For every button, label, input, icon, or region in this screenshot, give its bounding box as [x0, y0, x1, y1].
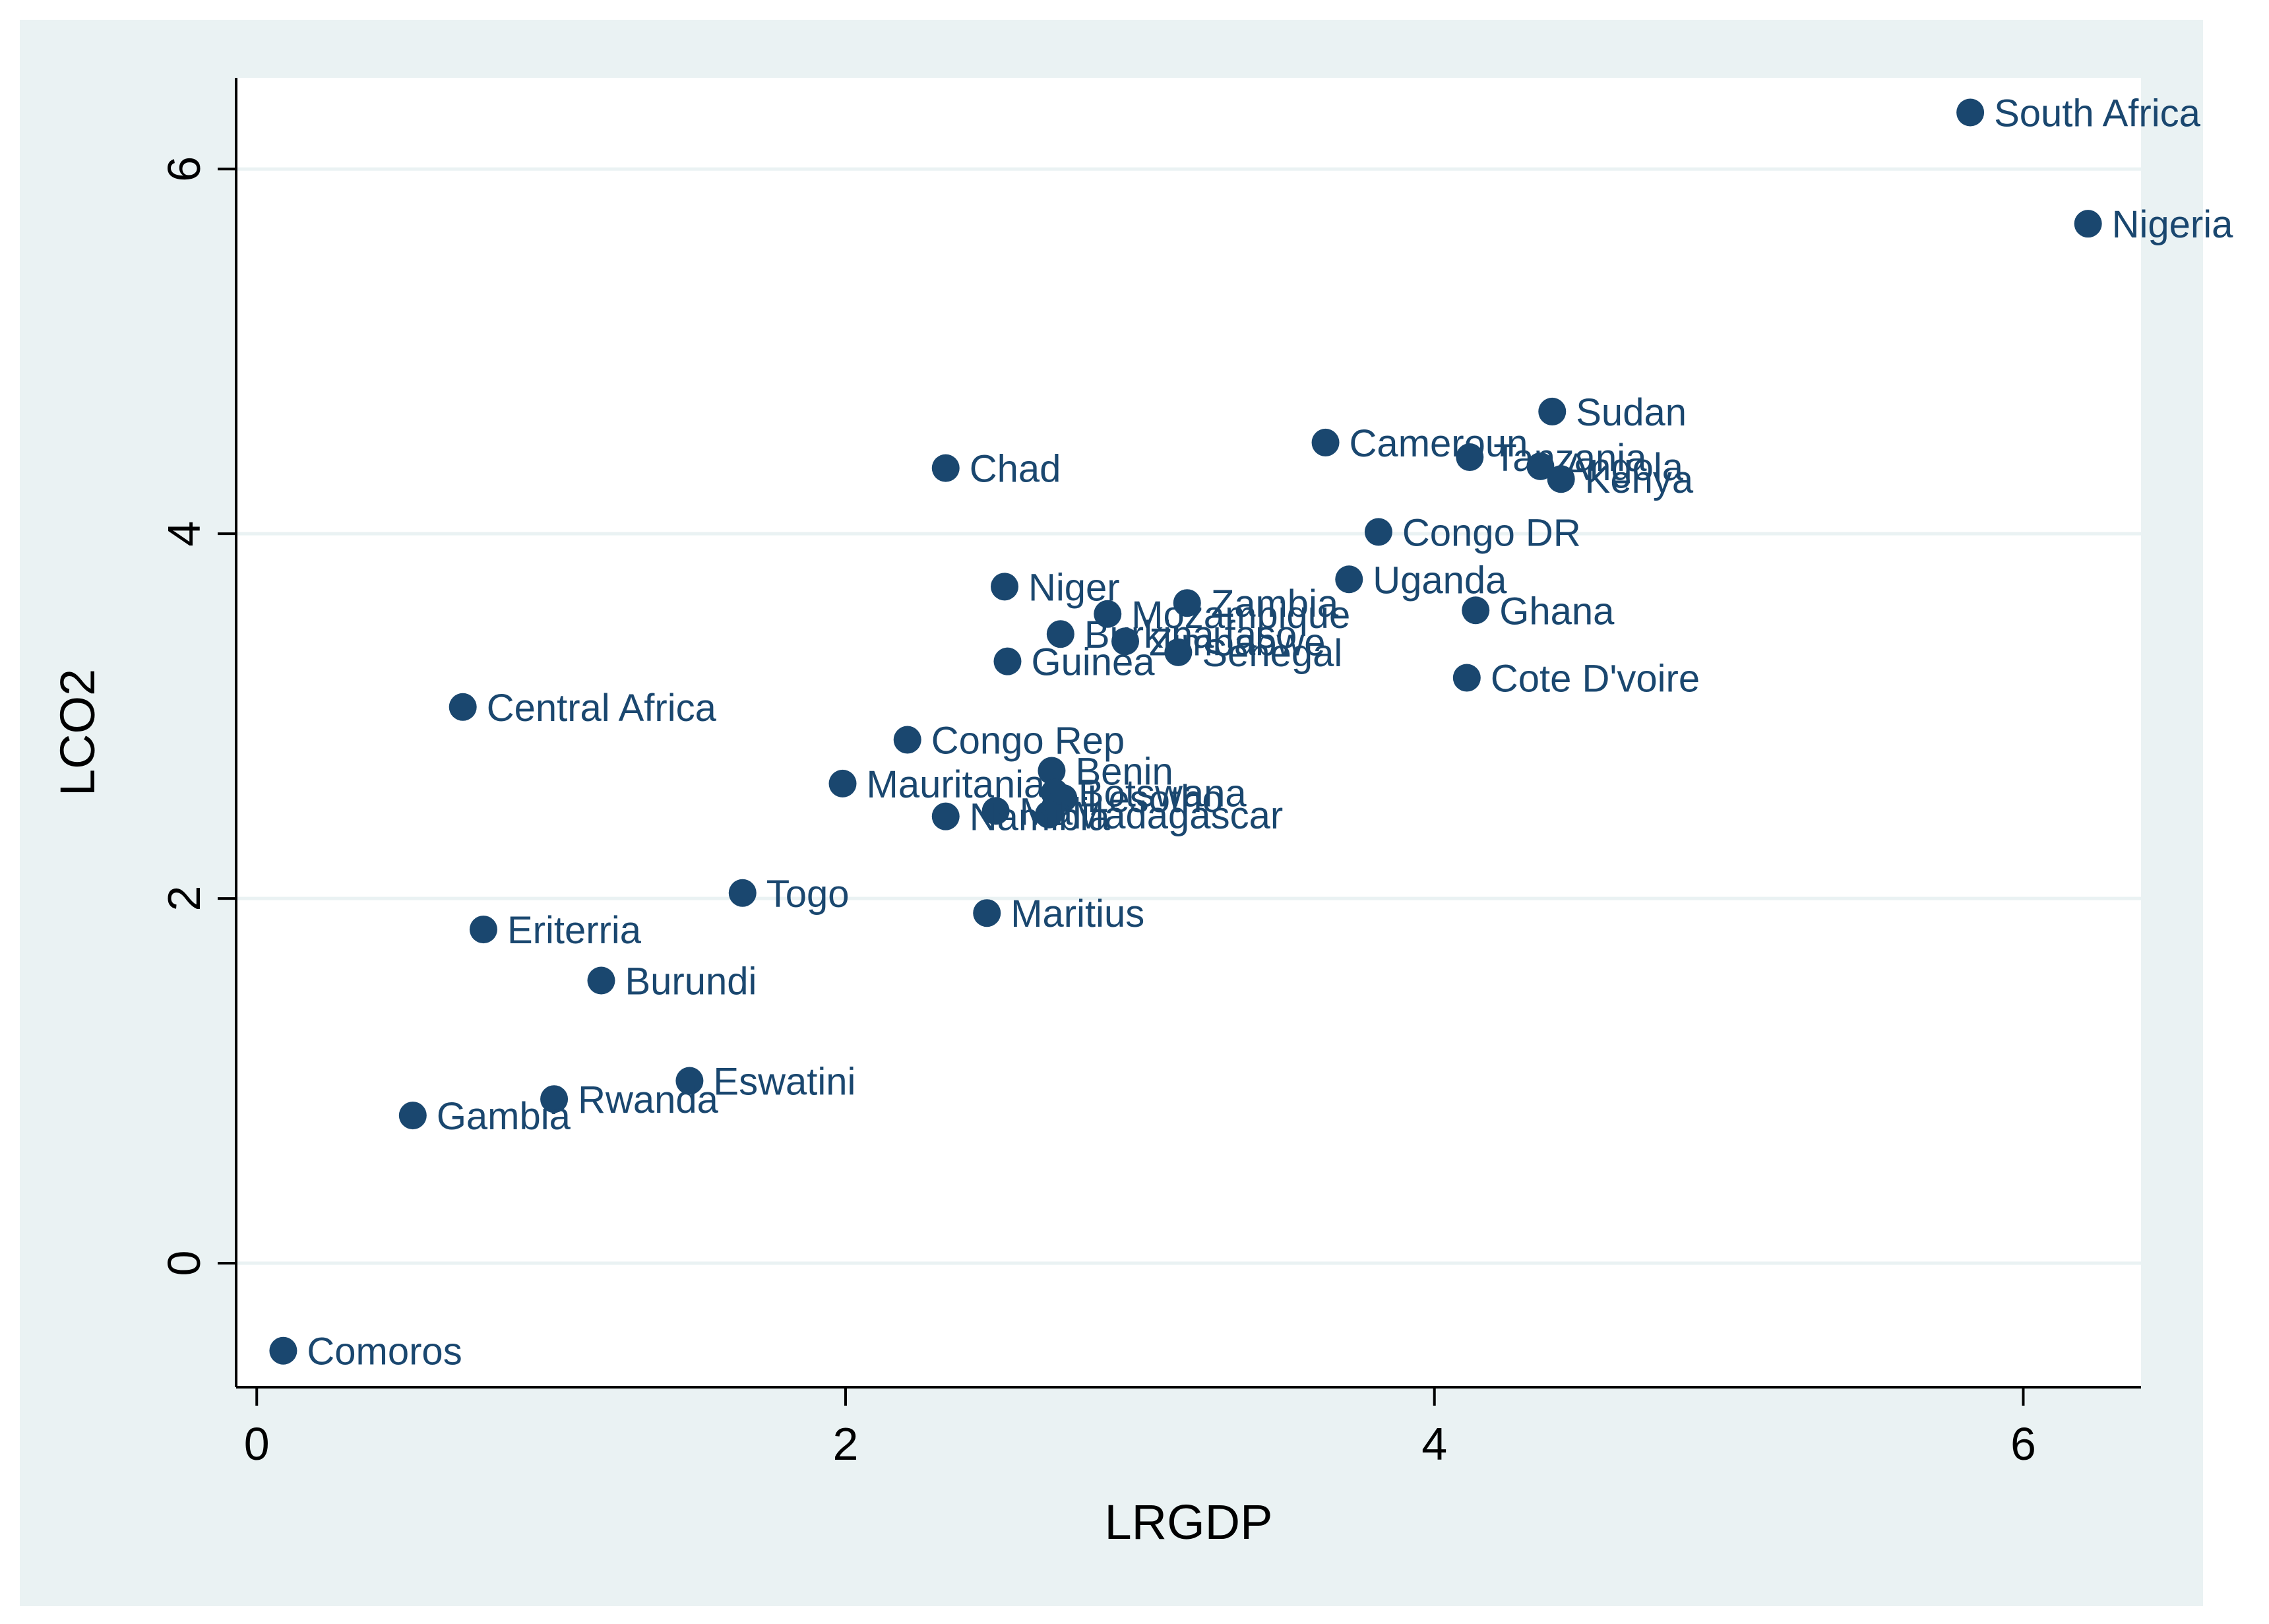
data-point-label: Uganda [1373, 559, 1507, 602]
y-axis-ticks: 0 2 4 6 [158, 156, 236, 1276]
data-point [1111, 627, 1140, 656]
data-point [540, 1085, 569, 1113]
data-point [1335, 565, 1363, 594]
data-point [993, 647, 1022, 675]
data-point-label: Mauritania [867, 763, 1046, 806]
data-point-label: Namibia [970, 796, 1110, 839]
data-point [1164, 638, 1193, 666]
data-point-label: Central Africa [487, 687, 717, 730]
y-tick-label: 4 [158, 521, 210, 547]
data-point [469, 916, 497, 944]
x-axis-ticks: 0 2 4 6 [244, 1387, 2036, 1470]
data-point [1364, 518, 1392, 546]
data-point [398, 1102, 427, 1130]
data-point-label: Eriterria [507, 909, 642, 952]
data-point [1094, 600, 1122, 628]
y-tick-label: 6 [158, 156, 210, 182]
y-axis-title: LCO2 [50, 669, 105, 796]
data-point-label: Cameroun [1350, 422, 1528, 465]
x-tick-label: 2 [833, 1418, 859, 1470]
data-point-label: Togo [766, 873, 850, 916]
x-axis-title: LRGDP [1105, 1495, 1273, 1549]
data-point [269, 1336, 297, 1365]
data-point-label: Gambia [437, 1095, 571, 1138]
data-point [1046, 620, 1074, 648]
data-point [2074, 210, 2102, 238]
data-point-label: Botswana [1078, 772, 1247, 815]
data-point-label: Maritius [1010, 892, 1144, 935]
data-point-label: Chad [970, 448, 1061, 491]
data-point-label: Burundi [625, 960, 757, 1003]
data-point-label: Mozambique [1131, 594, 1350, 637]
data-point [931, 802, 960, 830]
data-point [1034, 800, 1063, 828]
y-tick-label: 2 [158, 886, 210, 912]
data-point-label: Lesotho [1087, 778, 1223, 821]
data-point [828, 769, 857, 797]
x-tick-label: 6 [2010, 1418, 2036, 1470]
data-point [1956, 98, 1985, 127]
data-point [1547, 465, 1575, 493]
data-point-label: Comoros [307, 1330, 462, 1373]
axes [235, 78, 2141, 1389]
data-point-label: Congo Rep [931, 720, 1125, 763]
data-point [931, 454, 960, 482]
data-point [1038, 757, 1066, 785]
data-point-label: Kenya [1585, 458, 1694, 501]
data-point-label: Nigeria [2112, 203, 2233, 246]
data-point-label: Zambia [1211, 582, 1339, 625]
data-point-label: Ghana [1499, 590, 1615, 633]
data-point-label: Senegal [1202, 632, 1342, 675]
data-point [1452, 664, 1481, 692]
y-tick-label: 0 [158, 1251, 210, 1276]
data-point-label: Rwanda [578, 1078, 719, 1121]
data-point-label: Cote D'voire [1491, 658, 1700, 701]
data-point [893, 726, 921, 754]
data-point-label: South Africa [1994, 92, 2200, 135]
data-point [449, 693, 477, 721]
data-point-label: Benin [1075, 751, 1173, 794]
plot-area [236, 78, 2141, 1387]
x-tick-label: 0 [244, 1418, 270, 1470]
data-point [991, 573, 1019, 601]
data-point [1456, 443, 1484, 472]
data-point-label: Angola [1564, 446, 1683, 489]
data-point-label: Madagascar [1072, 794, 1283, 837]
data-point [981, 797, 1010, 825]
data-point [1538, 397, 1567, 425]
data-point-label: Guinea [1031, 641, 1155, 684]
data-point [1526, 452, 1555, 480]
data-point [728, 879, 757, 907]
x-tick-label: 4 [1421, 1418, 1447, 1470]
data-point-label: Eswatini [713, 1061, 855, 1104]
data-points: South AfricaNigeriaSudanCamerounTanzania… [269, 92, 2233, 1373]
gridlines [236, 167, 2141, 1265]
data-point [1311, 428, 1340, 456]
data-point [1462, 596, 1490, 625]
data-point [587, 966, 615, 995]
data-point [1173, 589, 1201, 617]
data-point [675, 1067, 704, 1095]
data-point-label: Congo DR [1402, 511, 1581, 554]
data-point-label: Sudan [1576, 391, 1687, 434]
data-point [973, 899, 1001, 927]
